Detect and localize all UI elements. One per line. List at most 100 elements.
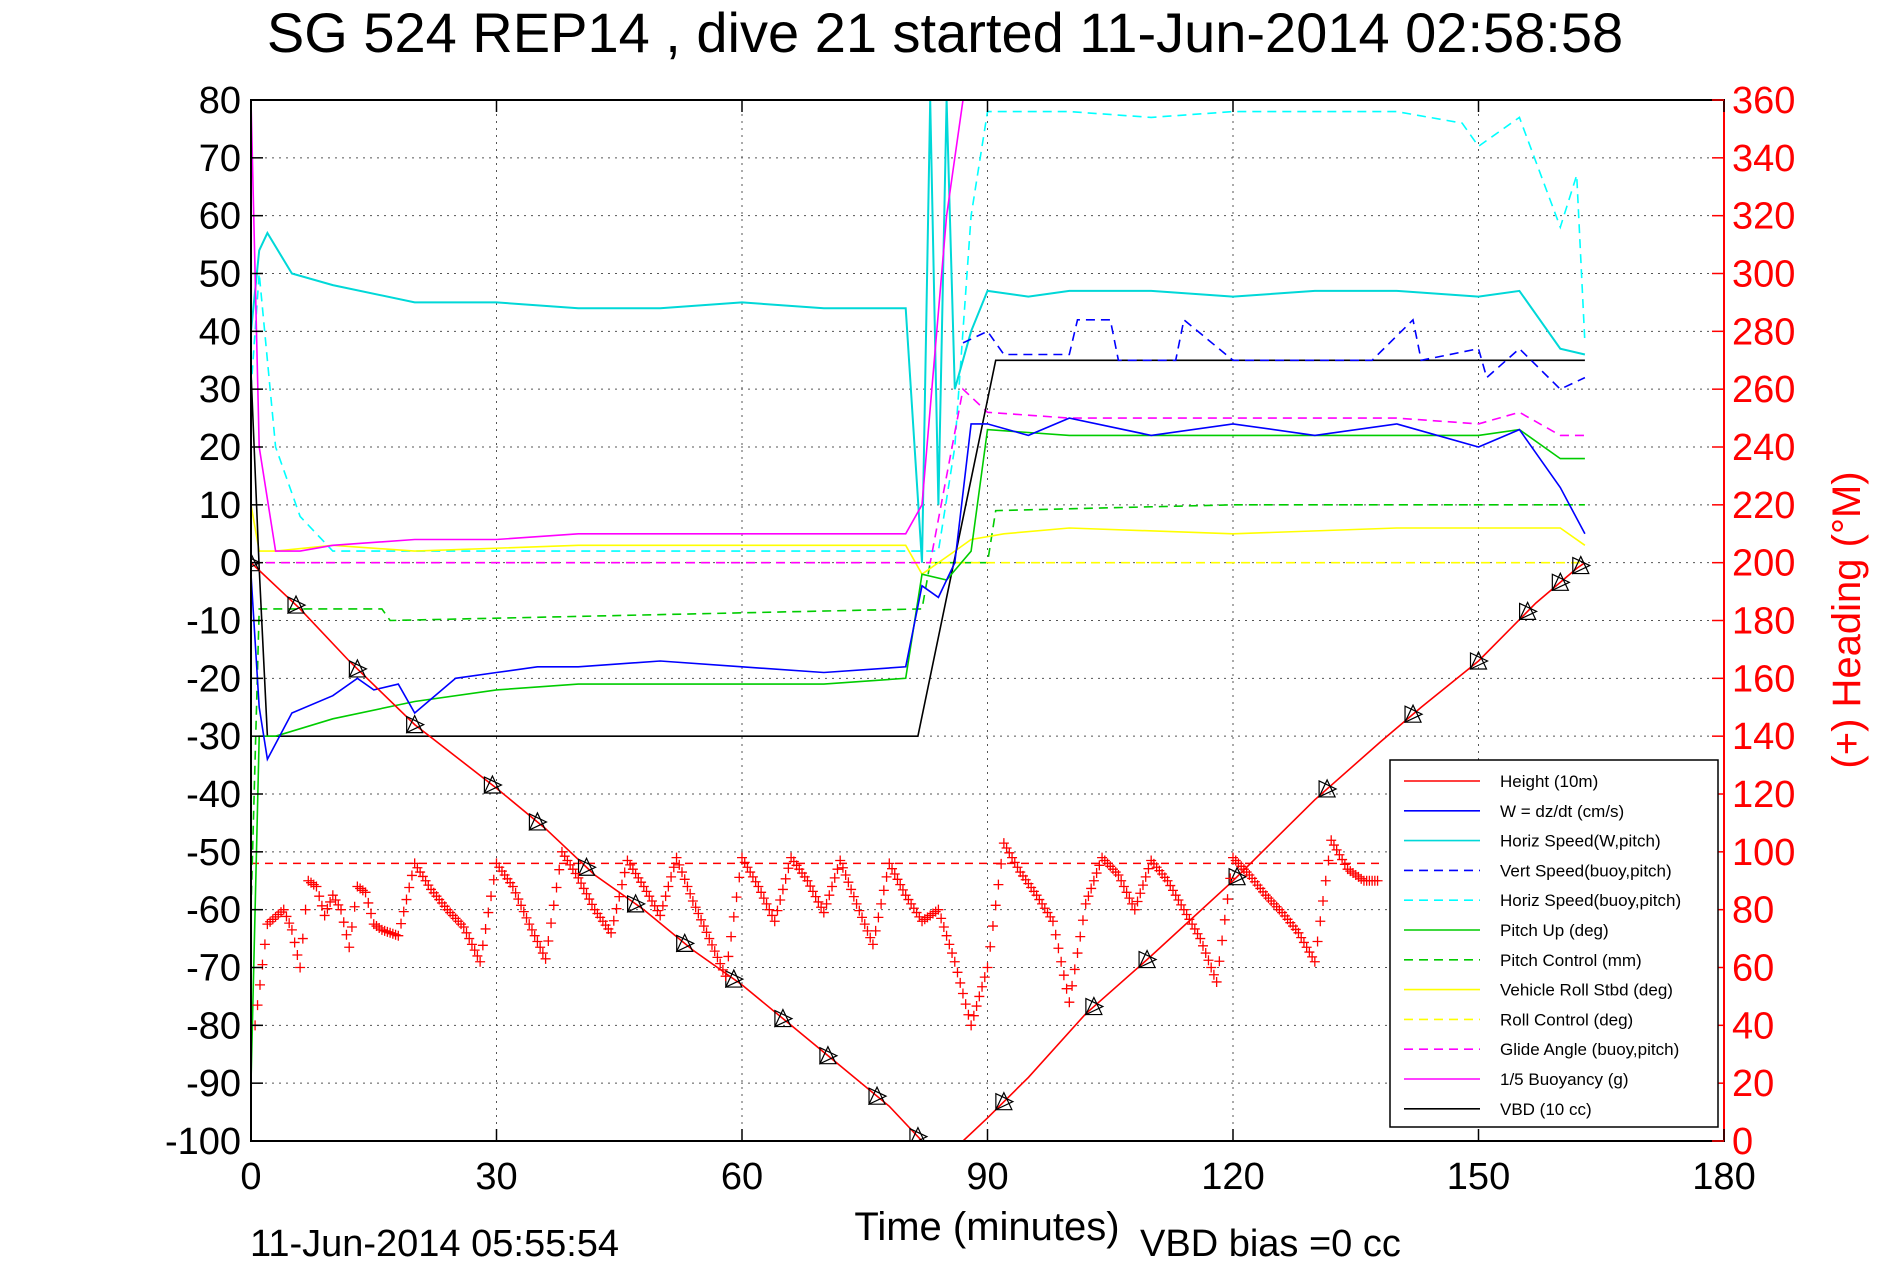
y-tick-label: -70 [186,948,241,990]
heading-point [311,881,322,892]
y2-axis-title: (+) Heading (°M) [1825,471,1869,768]
y2-tick-label: 320 [1732,196,1795,238]
y2-tick-label: 0 [1732,1121,1753,1163]
heading-point [1069,964,1080,975]
heading-point [1132,896,1143,907]
heading-point [1219,914,1230,925]
legend-label: Vehicle Roll Stbd (deg) [1500,981,1673,1000]
y-tick-label: -40 [186,774,241,816]
heading-point [889,869,900,880]
heading-point [1143,863,1154,874]
heading-point [985,941,996,952]
heading-point [859,919,870,930]
heading-point [584,894,595,905]
y2-tick-label: 160 [1732,658,1795,700]
y-tick-label: 60 [199,196,241,238]
heading-point [1312,936,1323,947]
heading-point [507,881,518,892]
y2-tick-label: 200 [1732,543,1795,585]
height-marker-tri [1404,705,1424,724]
heading-point [892,874,903,885]
heading-point [977,981,988,992]
heading-point [529,930,540,941]
heading-point [758,893,769,904]
y-tick-label: -80 [186,1005,241,1047]
heading-point [1058,970,1069,981]
heading-point [821,898,832,909]
height-marker-tri [1228,867,1248,886]
legend-label: Height (10m) [1500,772,1598,791]
heading-point [865,932,876,943]
height-marker [994,1091,1013,1111]
heading-point [846,884,857,895]
heading-point [1067,980,1078,991]
height-marker [483,774,502,794]
y-tick-label: 0 [220,543,241,585]
heading-point [404,882,415,893]
heading-point [297,933,308,944]
heading-point [1318,895,1329,906]
x-tick-label: 150 [1447,1156,1510,1198]
height-marker [675,932,694,953]
legend-label: W = dz/dt (cm/s) [1500,802,1624,821]
y2-tick-labels: 3603403203002802602402202001801601401201… [1732,80,1795,1163]
heading-point [1088,875,1099,886]
height-marker-tri [774,1009,794,1028]
x-axis-title: Time (minutes) [854,1205,1119,1249]
heading-point [963,1009,974,1020]
y2-tick-label: 220 [1732,485,1795,527]
heading-point [516,900,527,911]
height-marker [773,1008,792,1028]
height-marker [1404,703,1422,723]
heading-point [1140,871,1151,882]
legend-label: Pitch Control (mm) [1500,951,1642,970]
heading-point [284,918,295,929]
height-marker-tri [483,776,503,794]
heading-point [802,875,813,886]
height-marker-tri [995,1092,1015,1111]
heading-point [510,887,521,898]
heading-point [295,962,306,973]
heading-point [944,939,955,950]
heading-point [1091,868,1102,879]
legend-label: Pitch Up (deg) [1500,921,1609,940]
height-marker [287,594,305,614]
heading-point [543,935,554,946]
height-marker [1318,778,1337,798]
heading-point [461,927,472,938]
heading-point [657,900,668,911]
heading-point [1077,915,1088,926]
height-marker [818,1045,837,1065]
heading-point [881,871,892,882]
heading-point [887,863,898,874]
heading-point [873,912,884,923]
heading-point [805,881,816,892]
series-group [251,100,1592,1141]
series-line-1 [251,417,1586,762]
heading-point [843,877,854,888]
heading-point [857,912,868,923]
heading-point [679,874,690,885]
heading-point [687,895,698,906]
heading-point [829,872,840,883]
height-marker [348,658,367,678]
heading-point [966,1020,977,1031]
heading-point [526,924,537,935]
height-marker-tri [577,858,597,877]
y2-tick-label: 280 [1732,311,1795,353]
heading-point [949,956,960,967]
heading-point [816,902,827,913]
heading-point [1320,875,1331,886]
heading-point [835,855,846,866]
heading-point [897,884,908,895]
heading-point [286,924,297,935]
heading-point [540,953,551,964]
heading-point [827,881,838,892]
heading-point [712,952,723,963]
heading-point [363,897,374,908]
heading-point [518,906,529,917]
heading-point [878,885,889,896]
heading-point [614,891,625,902]
heading-point [466,939,477,950]
heading-point [1075,931,1086,942]
